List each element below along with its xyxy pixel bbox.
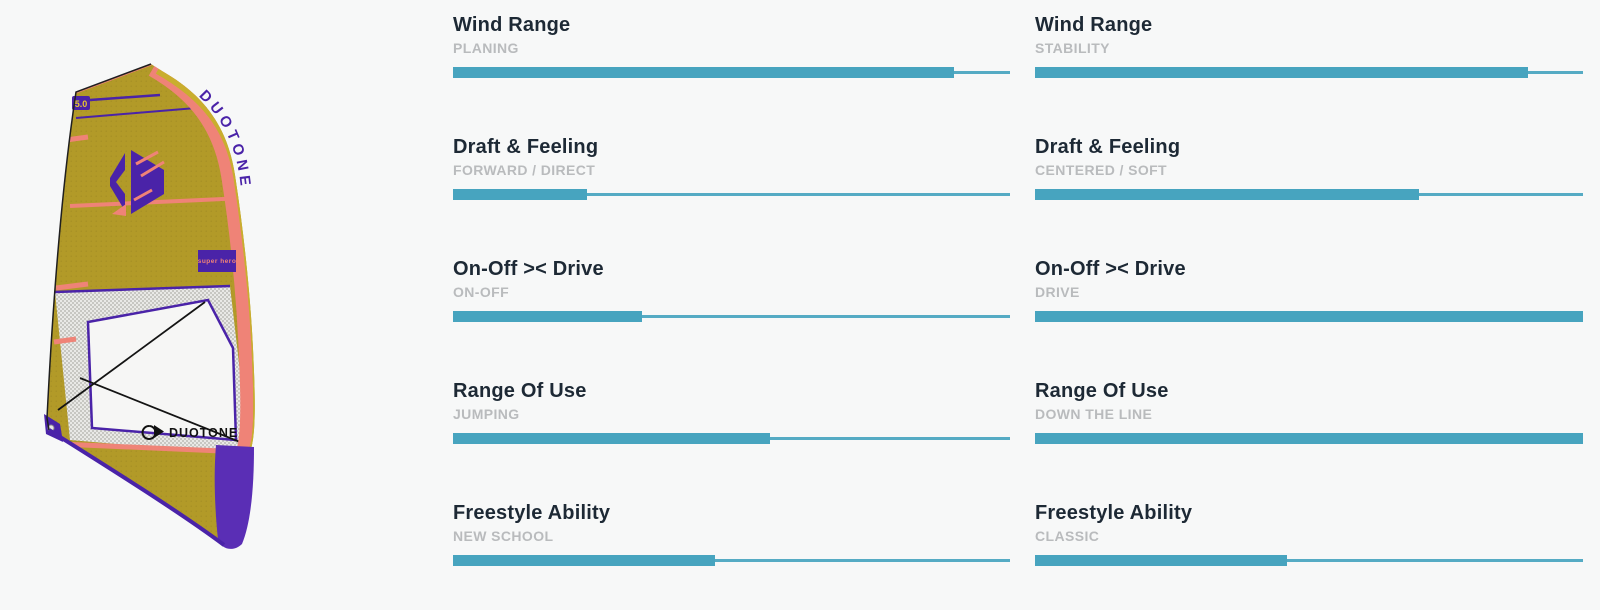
rating-title: Draft & Feeling [453, 136, 599, 158]
rating-title: Draft & Feeling [1035, 136, 1181, 158]
rating-subtitle: CENTERED / SOFT [1035, 162, 1168, 178]
rating-block-range-of-use-down-the-line: Range Of Use DOWN THE LINE [1035, 379, 1583, 444]
sail-size-badge: 5.0 [72, 93, 161, 110]
rating-subtitle: NEW SCHOOL [453, 528, 554, 544]
rating-block-draft-feeling-forward: Draft & Feeling FORWARD / DIRECT [453, 135, 1010, 200]
rating-bar [1035, 311, 1583, 322]
rating-title: Range Of Use [453, 380, 587, 402]
rating-title: On-Off >< Drive [453, 258, 604, 280]
rating-bar [1035, 433, 1583, 444]
rating-bar [1035, 67, 1583, 78]
rating-subtitle: ON-OFF [453, 284, 510, 300]
sail-window-panel [86, 298, 238, 442]
product-image: 5.0 super hero DUOTONE DUOTONE [30, 0, 330, 580]
rating-title: On-Off >< Drive [1035, 258, 1186, 280]
rating-bar [1035, 555, 1583, 566]
sail-luff-stripe [148, 64, 254, 452]
rating-bar-fill [453, 67, 955, 78]
rating-bar-fill [1035, 311, 1583, 322]
rating-block-on-off-drive-drive: On-Off >< Drive DRIVE [1035, 257, 1583, 322]
sail-illustration: 5.0 super hero DUOTONE DUOTONE [44, 63, 255, 549]
rating-bar-fill [1035, 67, 1529, 78]
rating-subtitle: CLASSIC [1035, 528, 1100, 544]
rating-bar-fill [453, 555, 715, 566]
rating-title: Range Of Use [1035, 380, 1169, 402]
rating-subtitle: JUMPING [453, 406, 520, 422]
rating-subtitle: STABILITY [1035, 40, 1110, 56]
sail-model-badge: super hero [198, 250, 237, 272]
duotone-logo-graphic [110, 150, 165, 216]
rating-bar-track [453, 193, 1010, 196]
rating-block-wind-range-planing: Wind Range PLANING [453, 13, 1010, 78]
rating-bar-fill [1035, 189, 1419, 200]
rating-title: Freestyle Ability [453, 502, 611, 524]
rating-title: Freestyle Ability [1035, 502, 1193, 524]
rating-subtitle: DOWN THE LINE [1035, 406, 1153, 422]
duotone-wordmark: DUOTONE [141, 425, 238, 440]
rating-bar [453, 67, 1010, 78]
sail-batten-lines [57, 301, 251, 447]
rating-bar-fill [1035, 433, 1583, 444]
rating-subtitle: FORWARD / DIRECT [453, 162, 596, 178]
rating-bar [453, 189, 1010, 200]
rating-block-draft-feeling-centered: Draft & Feeling CENTERED / SOFT [1035, 135, 1583, 200]
sail-mast-foot [214, 445, 254, 549]
rating-title: Wind Range [453, 14, 571, 36]
rating-subtitle: DRIVE [1035, 284, 1080, 300]
rating-bar-fill [1035, 555, 1288, 566]
sail-model-label: super hero [198, 258, 237, 265]
rating-bar-fill [453, 311, 643, 322]
svg-text:DUOTONE: DUOTONE [169, 426, 238, 440]
rating-bar [453, 555, 1010, 566]
rating-block-range-of-use-jumping: Range Of Use JUMPING [453, 379, 1010, 444]
rating-bar-track [453, 315, 1010, 318]
rating-bar-fill [453, 189, 587, 200]
rating-title: Wind Range [1035, 14, 1153, 36]
sail-size-label: 5.0 [75, 99, 88, 109]
rating-bar-track [453, 559, 1010, 562]
rating-subtitle: PLANING [453, 40, 519, 56]
rating-block-on-off-drive-onoff: On-Off >< Drive ON-OFF [453, 257, 1010, 322]
rating-block-freestyle-new-school: Freestyle Ability NEW SCHOOL [453, 501, 1010, 566]
rating-bar [453, 433, 1010, 444]
rating-bar-fill [453, 433, 771, 444]
rating-bar [453, 311, 1010, 322]
rating-bar [1035, 189, 1583, 200]
rating-block-wind-range-stability: Wind Range STABILITY [1035, 13, 1583, 78]
rating-block-freestyle-classic: Freestyle Ability CLASSIC [1035, 501, 1583, 566]
rating-bar-track [1035, 559, 1583, 562]
